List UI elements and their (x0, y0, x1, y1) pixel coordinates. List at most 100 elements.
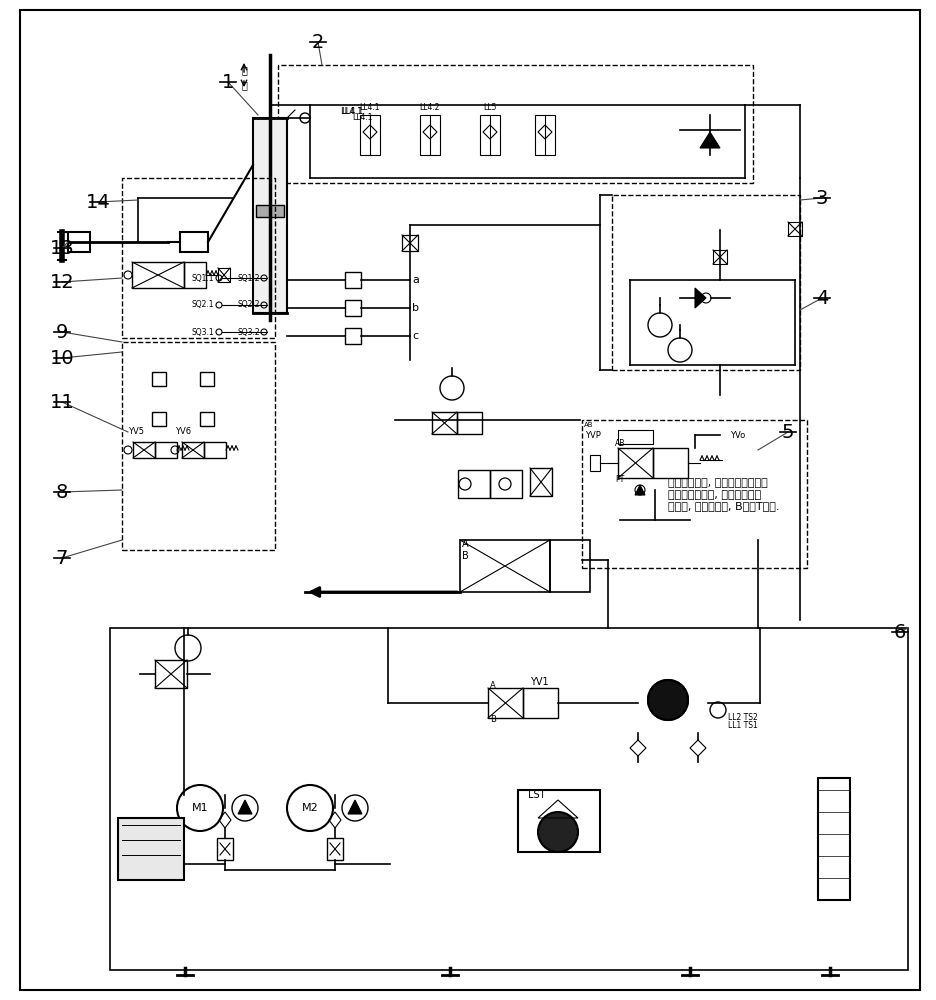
Text: M1: M1 (192, 803, 209, 813)
Bar (618, 448, 653, 478)
Bar (590, 455, 600, 471)
Text: a: a (412, 275, 419, 285)
Bar (180, 232, 208, 252)
Bar (118, 818, 184, 880)
Bar (530, 468, 552, 496)
Text: 閉: 閉 (241, 80, 247, 90)
Text: 6: 6 (894, 622, 906, 642)
Bar (278, 65, 753, 183)
Text: YV6: YV6 (175, 428, 191, 436)
Bar (457, 412, 482, 434)
Bar (345, 272, 361, 288)
Circle shape (538, 812, 578, 852)
Text: PT: PT (615, 476, 624, 485)
Text: SQ3.2: SQ3.2 (237, 328, 259, 336)
Polygon shape (348, 800, 362, 814)
Text: 7: 7 (56, 548, 68, 568)
Bar (550, 540, 590, 592)
Text: AB: AB (615, 440, 625, 448)
Text: LST: LST (528, 790, 546, 800)
Bar (256, 205, 284, 217)
Text: YV1: YV1 (530, 677, 548, 687)
Bar (523, 688, 558, 718)
Bar (155, 442, 177, 458)
Text: AB: AB (584, 422, 593, 428)
Text: LL4.1: LL4.1 (359, 104, 380, 112)
Text: LL4.1: LL4.1 (341, 106, 363, 115)
Bar (327, 838, 343, 860)
Text: YVo: YVo (730, 430, 745, 440)
Bar (345, 300, 361, 316)
Text: SQ1.2: SQ1.2 (237, 273, 259, 282)
Text: 3: 3 (816, 188, 828, 208)
Bar (217, 838, 233, 860)
Text: SQ3.1: SQ3.1 (192, 328, 214, 336)
Bar (204, 442, 226, 458)
Bar (788, 222, 802, 236)
Bar (200, 412, 214, 426)
Text: B: B (490, 716, 496, 724)
Bar (490, 470, 522, 498)
Bar (612, 195, 800, 370)
Text: LL4.2: LL4.2 (419, 104, 440, 112)
Text: 2: 2 (312, 32, 324, 51)
Text: SQ1.1: SQ1.1 (192, 273, 214, 282)
Text: SQ2.2: SQ2.2 (237, 300, 259, 310)
Bar (432, 412, 457, 434)
Bar (818, 778, 850, 900)
Circle shape (648, 680, 688, 720)
Text: 5: 5 (782, 422, 795, 442)
Bar (360, 115, 380, 155)
Bar (253, 118, 287, 313)
Text: 開: 開 (241, 65, 247, 75)
Bar (535, 115, 555, 155)
Bar (653, 448, 688, 478)
Text: A: A (462, 539, 469, 549)
Text: SQ2.1: SQ2.1 (192, 300, 214, 310)
Bar (68, 232, 90, 252)
Bar (110, 628, 908, 970)
Bar (582, 420, 807, 568)
Text: LL4.1: LL4.1 (352, 113, 373, 122)
Bar (345, 328, 361, 344)
Polygon shape (635, 485, 645, 495)
Text: 4: 4 (816, 288, 828, 308)
Bar (458, 470, 490, 498)
Text: YV5: YV5 (128, 428, 144, 436)
Text: 13: 13 (50, 238, 74, 257)
Text: 10: 10 (50, 349, 74, 367)
Text: 9: 9 (56, 322, 68, 342)
Text: LL2 TS2: LL2 TS2 (728, 714, 758, 722)
Polygon shape (238, 800, 252, 814)
Bar (518, 790, 600, 852)
Text: c: c (412, 331, 418, 341)
Text: LL4.1: LL4.1 (340, 106, 362, 115)
Text: YVP: YVP (585, 430, 601, 440)
Bar (184, 262, 206, 288)
Text: LL1 TS1: LL1 TS1 (728, 722, 758, 730)
Text: B: B (462, 551, 469, 561)
Bar (152, 412, 166, 426)
Bar (480, 115, 500, 155)
Text: 抽机组进水阀, 图示阀芯位置处于
进水阀全开状态, 进水阀全关时
无油压, 换向阀换向, B口与T口通.: 抽机组进水阀, 图示阀芯位置处于 进水阀全开状态, 进水阀全关时 无油压, 换向… (668, 478, 780, 511)
Text: 1: 1 (222, 73, 234, 92)
Bar (618, 430, 653, 444)
Bar (460, 540, 550, 592)
Text: M2: M2 (301, 803, 318, 813)
Bar (713, 250, 727, 264)
Text: 14: 14 (85, 192, 110, 212)
Text: b: b (412, 303, 419, 313)
Text: LL5: LL5 (483, 104, 497, 112)
Bar (200, 372, 214, 386)
Polygon shape (700, 132, 720, 148)
Polygon shape (695, 288, 706, 308)
Text: 11: 11 (50, 392, 74, 412)
Text: 12: 12 (50, 272, 74, 292)
Text: 8: 8 (56, 483, 68, 502)
Bar (155, 660, 187, 688)
Bar (122, 342, 275, 550)
Text: A: A (490, 682, 496, 690)
Bar (218, 268, 230, 282)
Bar (420, 115, 440, 155)
Bar (488, 688, 523, 718)
